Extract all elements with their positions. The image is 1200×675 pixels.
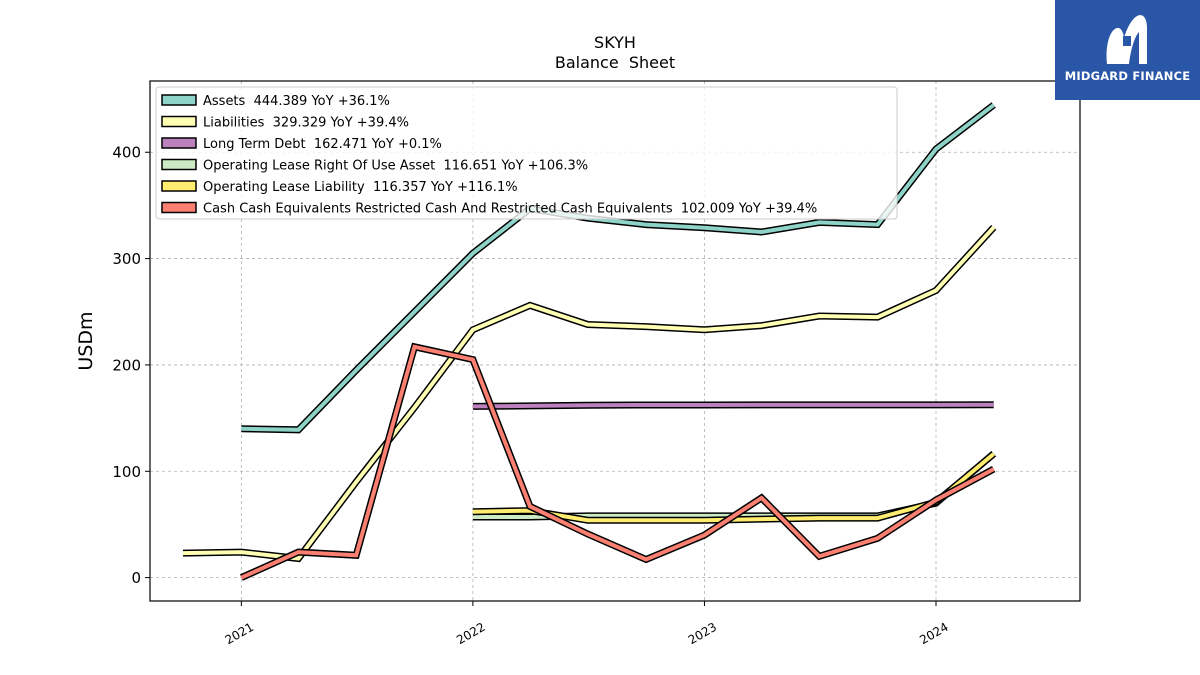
legend-label: Operating Lease Right Of Use Asset 116.6… <box>203 159 588 174</box>
x-tick-label: 2023 <box>686 620 719 647</box>
series-lines <box>182 102 997 581</box>
legend-label: Cash Cash Equivalents Restricted Cash An… <box>203 202 817 217</box>
legend-label: Operating Lease Liability 116.357 YoY +1… <box>203 180 518 195</box>
legend-label: Assets 444.389 YoY +36.1% <box>203 94 390 109</box>
legend-swatch <box>161 158 197 171</box>
legend-label: Liabilities 329.329 YoY +39.4% <box>203 116 409 131</box>
logo-text: MIDGARD FINANCE <box>1064 69 1191 83</box>
plot-frame <box>149 80 1081 602</box>
y-tick-label: 200 <box>112 356 141 374</box>
legend: Assets 444.389 YoY +36.1% Liabilities 329… <box>155 86 898 220</box>
series-line-outline <box>182 225 997 563</box>
legend-swatch <box>161 201 197 214</box>
y-tick-label: 300 <box>112 250 141 268</box>
series-line <box>241 103 995 432</box>
series-line-outline <box>239 342 996 581</box>
midgard-logo-icon <box>1106 15 1147 64</box>
x-tick-label: 2022 <box>454 620 487 647</box>
series-line <box>182 226 996 561</box>
series-line <box>472 402 994 409</box>
chart-title: SKYH <box>594 33 636 52</box>
y-tick-label: 100 <box>112 463 141 481</box>
x-tick-label: 2021 <box>223 620 256 647</box>
series-line <box>240 344 995 580</box>
y-tick-label: 400 <box>112 144 141 162</box>
legend-swatch <box>161 115 197 128</box>
legend-box <box>155 86 898 220</box>
chart-subtitle: Balance Sheet <box>555 53 675 72</box>
legend-swatch <box>161 94 197 106</box>
x-tick-label: 2024 <box>917 620 950 647</box>
legend-swatch <box>161 180 197 192</box>
legend-label: Long Term Debt 162.471 YoY +0.1% <box>203 137 442 152</box>
y-axis-label: USDm <box>75 311 97 370</box>
legend-swatch <box>161 137 197 149</box>
midgard-finance-logo: MIDGARD FINANCE <box>1055 0 1200 100</box>
y-tick-label: 0 <box>131 569 141 587</box>
